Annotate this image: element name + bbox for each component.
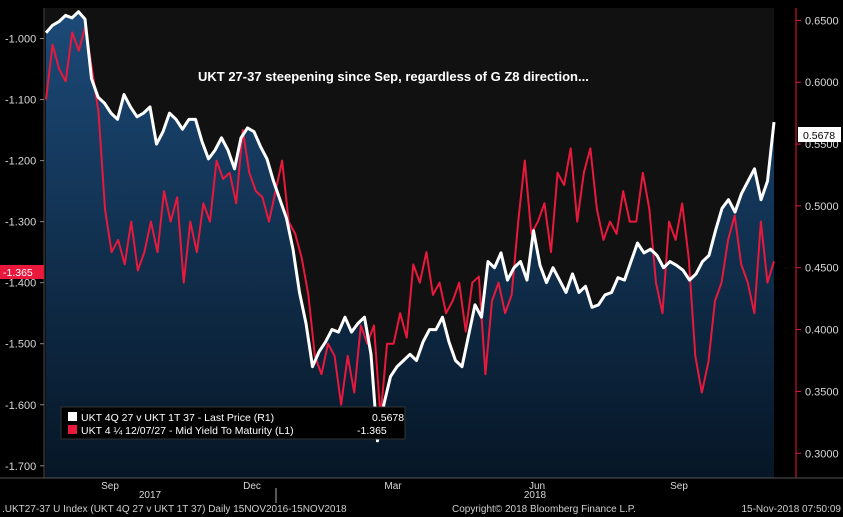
right-tick-label: 0.6500	[805, 15, 839, 27]
left-tick-label: -1.000	[5, 34, 36, 46]
legend-label-white: UKT 4Q 27 v UKT 1T 37 - Last Price (R1)	[81, 412, 274, 424]
x-tick-label: Dec	[243, 481, 261, 492]
right-tick-label: 0.5000	[805, 201, 839, 213]
left-tick-label: -1.600	[5, 400, 36, 412]
right-axis-ticks: 0.6500 0.6000 0.5500 0.5000 0.4500 0.4000 0.35…	[796, 15, 839, 460]
x-tick-label: Mar	[384, 481, 402, 492]
left-tick-label: -1.100	[5, 95, 36, 107]
left-tick-label: -1.400	[5, 278, 36, 290]
x-tick-label: Jun	[529, 481, 545, 492]
left-tick-label: -1.300	[5, 217, 36, 229]
x-tick-label: Sep	[101, 481, 119, 492]
legend-box	[60, 406, 406, 440]
right-current-tag-text: 0.5678	[803, 130, 835, 142]
legend-label-red: UKT 4 ¼ 12/07/27 - Mid Yield To Maturity…	[81, 425, 294, 437]
right-tick-label: 0.5500	[805, 139, 839, 151]
yield-series-line	[45, 25, 775, 418]
chart-title: UKT 27-37 steepening since Sep, regardle…	[198, 69, 589, 84]
right-tick-label: 0.6000	[805, 77, 839, 89]
white-series-area	[46, 11, 774, 478]
right-tick-label: 0.3500	[805, 386, 839, 398]
left-current-tag-text: -1.365	[3, 267, 33, 279]
legend: UKT 4Q 27 v UKT 1T 37 - Last Price (R1) …	[60, 406, 406, 440]
right-tick-label: 0.4000	[805, 325, 839, 337]
left-axis-ticks: -1.000 -1.100 -1.200 -1.300 -1.400 -1.500 -1.6…	[5, 34, 44, 473]
right-tick-label: 0.3000	[805, 448, 839, 460]
footer-copyright: Copyright© 2018 Bloomberg Finance L.P.	[452, 504, 636, 515]
right-current-tag: 0.5678	[798, 127, 841, 142]
left-tick-label: -1.500	[5, 339, 36, 351]
footer-index-info: .UKT27-37 U Index (UKT 4Q 27 v UKT 1T 37…	[2, 504, 347, 515]
legend-swatch-white	[68, 412, 77, 421]
left-current-tag: -1.365	[0, 265, 44, 279]
right-tick-label: 0.4500	[805, 263, 839, 275]
year-label-2017: 2017	[139, 490, 162, 501]
x-axis-ticks: Sep Dec Mar Jun Sep	[101, 481, 688, 492]
legend-value-white: 0.5678	[372, 412, 404, 424]
left-tick-label: -1.700	[5, 461, 36, 473]
footer-timestamp: 15-Nov-2018 07:50:09	[741, 504, 841, 515]
legend-value-red: -1.365	[357, 425, 387, 437]
legend-swatch-red	[68, 425, 77, 434]
x-tick-label: Sep	[670, 481, 688, 492]
year-label-2018: 2018	[524, 490, 547, 501]
spread-series-line	[44, 10, 776, 443]
left-tick-label: -1.200	[5, 156, 36, 168]
